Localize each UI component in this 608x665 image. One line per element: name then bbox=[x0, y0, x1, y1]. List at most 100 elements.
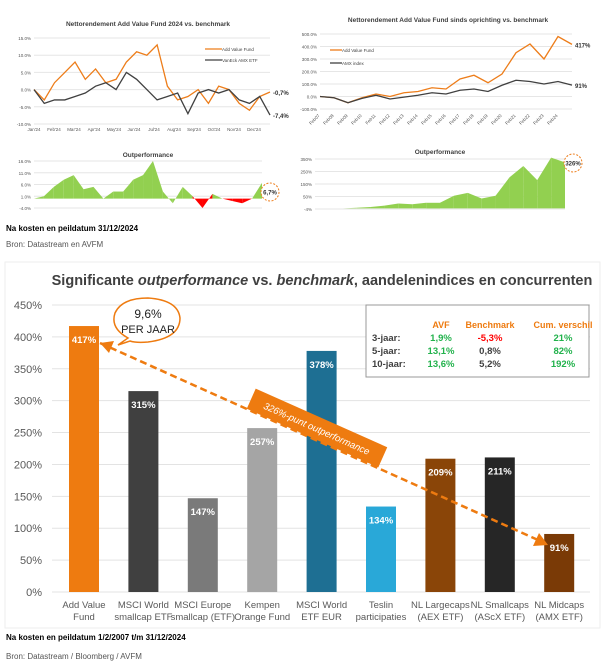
x-tick-label: Feb16 bbox=[434, 113, 447, 126]
legend-label: Add Value Fund bbox=[222, 47, 254, 52]
area-segment bbox=[453, 192, 468, 209]
x-tick-label: Nov'24 bbox=[227, 127, 241, 132]
callout-bubble bbox=[113, 297, 181, 346]
area-segment bbox=[143, 161, 153, 199]
main-chart-title: Significante outperformance vs. benchmar… bbox=[52, 273, 593, 289]
area-segment bbox=[162, 191, 173, 204]
bar-4 bbox=[306, 350, 337, 592]
bar-value-label: 134% bbox=[369, 516, 394, 527]
x-tick-label: May'24 bbox=[107, 127, 122, 132]
end-label: 6,7% bbox=[263, 191, 277, 197]
title-part: benchmark bbox=[276, 273, 354, 289]
y-tick-label: 100% bbox=[14, 523, 42, 535]
x-tick-label: Feb13 bbox=[392, 113, 405, 126]
bar-8 bbox=[544, 533, 575, 592]
legend-label: VanEck AMX ETF bbox=[222, 58, 258, 63]
bar-2 bbox=[187, 498, 218, 592]
area-segment bbox=[123, 179, 134, 199]
area-segment bbox=[182, 186, 193, 199]
end-value-circle bbox=[563, 153, 583, 173]
y-tick-label: 400% bbox=[14, 332, 42, 344]
area-segment bbox=[172, 186, 183, 204]
area-segment bbox=[412, 202, 427, 209]
x-tick-label: Feb23 bbox=[532, 113, 545, 126]
legend-label: Add Value Fund bbox=[342, 48, 374, 53]
x-category-label: MSCI World bbox=[296, 600, 347, 611]
x-category-label: MSCI Europe bbox=[174, 600, 231, 611]
area-segment bbox=[252, 182, 262, 199]
callout-period: PER JAAR bbox=[121, 324, 175, 336]
x-category-label: Fund bbox=[73, 612, 95, 623]
x-tick-label: Feb09 bbox=[336, 113, 349, 126]
y-tick-label: 250% bbox=[300, 170, 312, 175]
x-category-label: NL Midcaps bbox=[534, 600, 584, 611]
table-cell: 82% bbox=[553, 346, 573, 357]
area-segment bbox=[398, 203, 413, 209]
arrow-head bbox=[100, 341, 114, 353]
table-header: Cum. verschil bbox=[533, 320, 592, 330]
table-cell: 21% bbox=[553, 333, 573, 344]
y-tick-label: -10.0% bbox=[17, 122, 31, 127]
y-tick-label: -4% bbox=[304, 207, 312, 212]
x-tick-label: Aug'24 bbox=[167, 127, 181, 132]
end-label: 91% bbox=[575, 84, 588, 90]
callout-rate: 9,6% bbox=[134, 307, 162, 321]
series-line-0 bbox=[33, 43, 271, 112]
table-cell: -5,3% bbox=[478, 333, 503, 344]
bottom-date-note: Na kosten en peildatum 1/2/2007 t/m 31/1… bbox=[6, 633, 186, 642]
area-segment bbox=[426, 202, 440, 209]
table-cell: 5,2% bbox=[479, 359, 501, 370]
title-part: outperformance bbox=[138, 273, 248, 289]
x-category-label: Orange Fund bbox=[234, 612, 290, 623]
x-category-label: NL Smallcaps bbox=[471, 600, 530, 611]
bar-7 bbox=[484, 457, 515, 592]
y-tick-label: 450% bbox=[14, 300, 42, 312]
y-tick-label: 11.0% bbox=[19, 171, 31, 176]
area-segment bbox=[384, 203, 399, 209]
y-tick-label: 400.0% bbox=[302, 45, 317, 50]
x-tick-label: Feb15 bbox=[420, 113, 433, 126]
series-line-1 bbox=[33, 71, 271, 116]
y-tick-label: 100.0% bbox=[302, 82, 317, 87]
area-segment bbox=[467, 192, 482, 209]
y-tick-label: 50% bbox=[20, 555, 42, 567]
x-tick-label: Jun'24 bbox=[127, 127, 141, 132]
chart-frame bbox=[4, 261, 601, 629]
x-tick-label: Mar'24 bbox=[67, 127, 81, 132]
y-tick-label: 16.0% bbox=[18, 159, 31, 164]
x-tick-label: Sep'24 bbox=[187, 127, 201, 132]
table-cell: 5-jaar: bbox=[372, 346, 401, 357]
area-segment bbox=[192, 196, 203, 208]
bar-3 bbox=[247, 428, 278, 592]
area-segment bbox=[356, 207, 371, 209]
area-segment bbox=[133, 175, 144, 199]
bottom-source-note: Bron: Datastream / Bloomberg / AVFM bbox=[6, 652, 142, 661]
table-cell: 13,1% bbox=[428, 346, 455, 357]
bar-1 bbox=[128, 391, 159, 592]
x-category-label: (AMX ETF) bbox=[535, 612, 583, 623]
bar-6 bbox=[425, 458, 456, 592]
arrow-head bbox=[533, 533, 548, 546]
stats-table bbox=[365, 304, 590, 378]
area-segment bbox=[440, 195, 454, 209]
table-cell: 13,6% bbox=[428, 359, 455, 370]
y-tick-label: 350% bbox=[300, 157, 312, 162]
x-tick-label: Dec'24 bbox=[247, 127, 261, 132]
x-category-label: Kempen bbox=[245, 600, 280, 611]
x-category-label: (AEX ETF) bbox=[417, 612, 463, 623]
x-category-label: ETF EUR bbox=[301, 612, 342, 623]
x-tick-label: Feb11 bbox=[364, 113, 377, 126]
area-segment bbox=[34, 196, 44, 199]
y-tick-label: 15.0% bbox=[18, 36, 31, 41]
x-category-label: MSCI World bbox=[118, 600, 169, 611]
y-tick-label: 300.0% bbox=[302, 57, 317, 62]
y-tick-label: 150% bbox=[14, 491, 42, 503]
title-part: vs. bbox=[248, 273, 276, 289]
x-tick-label: Feb19 bbox=[476, 113, 489, 126]
x-tick-label: Jan'24 bbox=[27, 127, 41, 132]
chart-title: Nettorendement Add Value Fund 2024 vs. b… bbox=[66, 21, 230, 28]
y-tick-label: -5.0% bbox=[19, 105, 31, 110]
area-segment bbox=[242, 198, 253, 204]
end-label: -0,7% bbox=[273, 91, 289, 97]
